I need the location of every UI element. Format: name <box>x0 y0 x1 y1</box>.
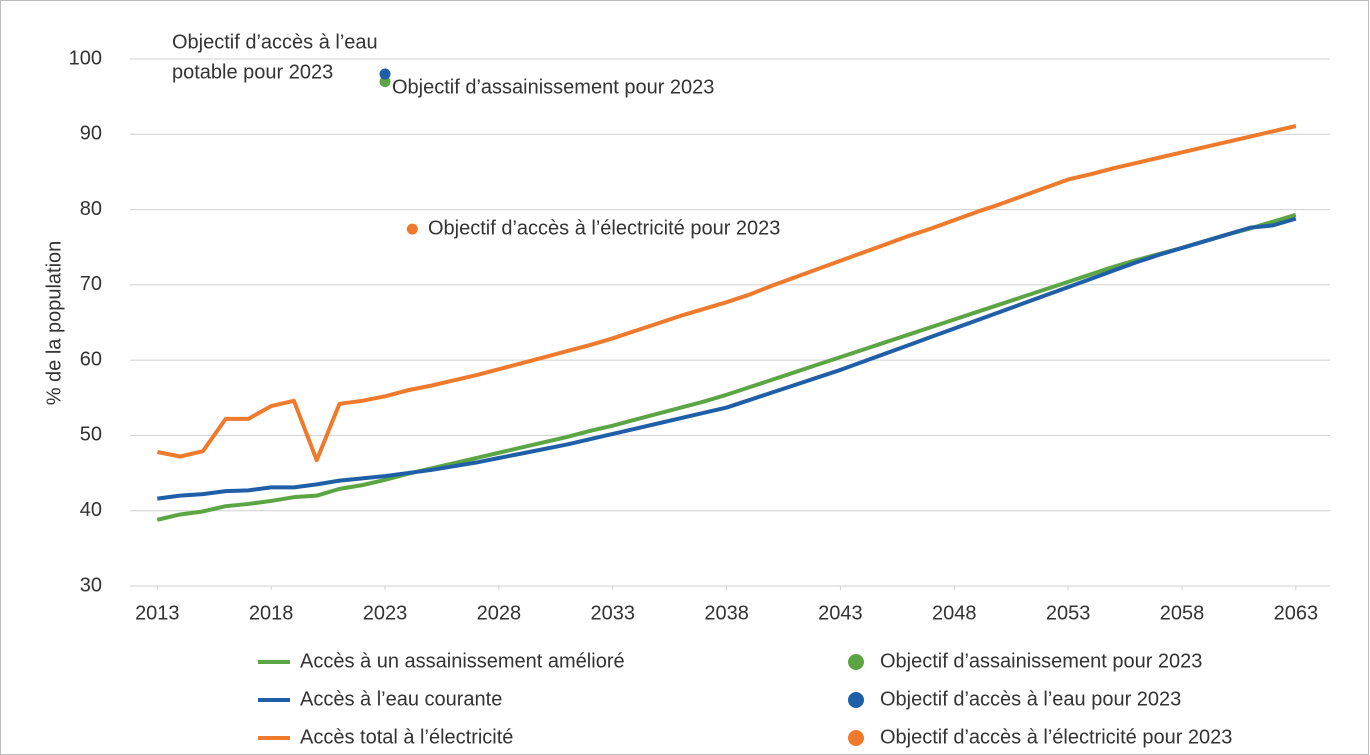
annotation: Objectif d’accès à l’électricité pour 20… <box>428 217 780 239</box>
line-series <box>156 124 1297 463</box>
target-point <box>379 76 391 88</box>
annotation: Objectif d’accès à l’eau <box>172 31 378 53</box>
y-tick-label: 50 <box>80 424 102 446</box>
y-tick-label: 100 <box>69 47 102 69</box>
x-tick-label: 2023 <box>363 602 408 624</box>
annotation: Objectif d’assainissement pour 2023 <box>392 76 714 98</box>
target-point <box>379 68 391 80</box>
legend-label: Objectif d’accès à l’électricité pour 20… <box>880 726 1232 748</box>
y-tick-label: 80 <box>80 198 102 220</box>
y-tick-label: 30 <box>80 574 102 596</box>
legend-label: Accès à un assainissement amélioré <box>300 650 625 672</box>
legend-label: Objectif d’accès à l’eau pour 2023 <box>880 688 1181 710</box>
x-tick-label: 2033 <box>590 602 635 624</box>
target-point <box>406 223 418 235</box>
legend-dot <box>848 730 864 746</box>
line-series <box>156 212 1297 522</box>
y-tick-label: 40 <box>80 499 102 521</box>
legend-label: Accès total à l’électricité <box>300 726 513 748</box>
legend-label: Objectif d’assainissement pour 2023 <box>880 650 1202 672</box>
legend-dot <box>848 654 864 670</box>
y-axis-label: % de la population <box>43 241 65 406</box>
x-tick-label: 2048 <box>932 602 977 624</box>
legend-dot <box>848 692 864 708</box>
x-tick-label: 2013 <box>135 602 180 624</box>
x-tick-label: 2058 <box>1160 602 1205 624</box>
x-tick-label: 2043 <box>818 602 863 624</box>
x-tick-label: 2038 <box>704 602 749 624</box>
y-tick-label: 60 <box>80 348 102 370</box>
legend-label: Accès à l’eau courante <box>300 688 502 710</box>
x-tick-label: 2053 <box>1046 602 1091 624</box>
x-tick-label: 2018 <box>249 602 294 624</box>
x-tick-label: 2063 <box>1274 602 1319 624</box>
x-tick-label: 2028 <box>477 602 522 624</box>
line-series <box>157 216 1297 501</box>
annotation: potable pour 2023 <box>172 61 333 83</box>
y-tick-label: 90 <box>80 123 102 145</box>
y-tick-label: 70 <box>80 273 102 295</box>
